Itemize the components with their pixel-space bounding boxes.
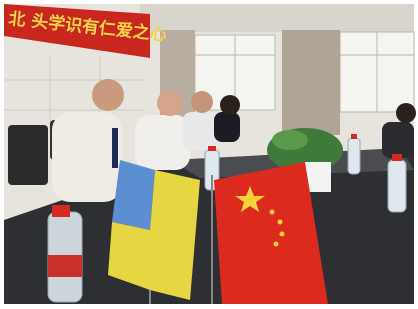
- photo: 北 头学识有仁爱之心: [0, 0, 418, 309]
- bottle: [348, 134, 360, 174]
- bottle: [388, 154, 406, 212]
- bottle: [48, 205, 82, 302]
- ceiling: [140, 4, 414, 32]
- flag-star: [278, 220, 283, 225]
- flag-star: [270, 210, 275, 215]
- flag-star: [274, 242, 279, 247]
- curtain: [282, 30, 340, 135]
- flag-star: [280, 232, 285, 237]
- chair: [8, 125, 48, 185]
